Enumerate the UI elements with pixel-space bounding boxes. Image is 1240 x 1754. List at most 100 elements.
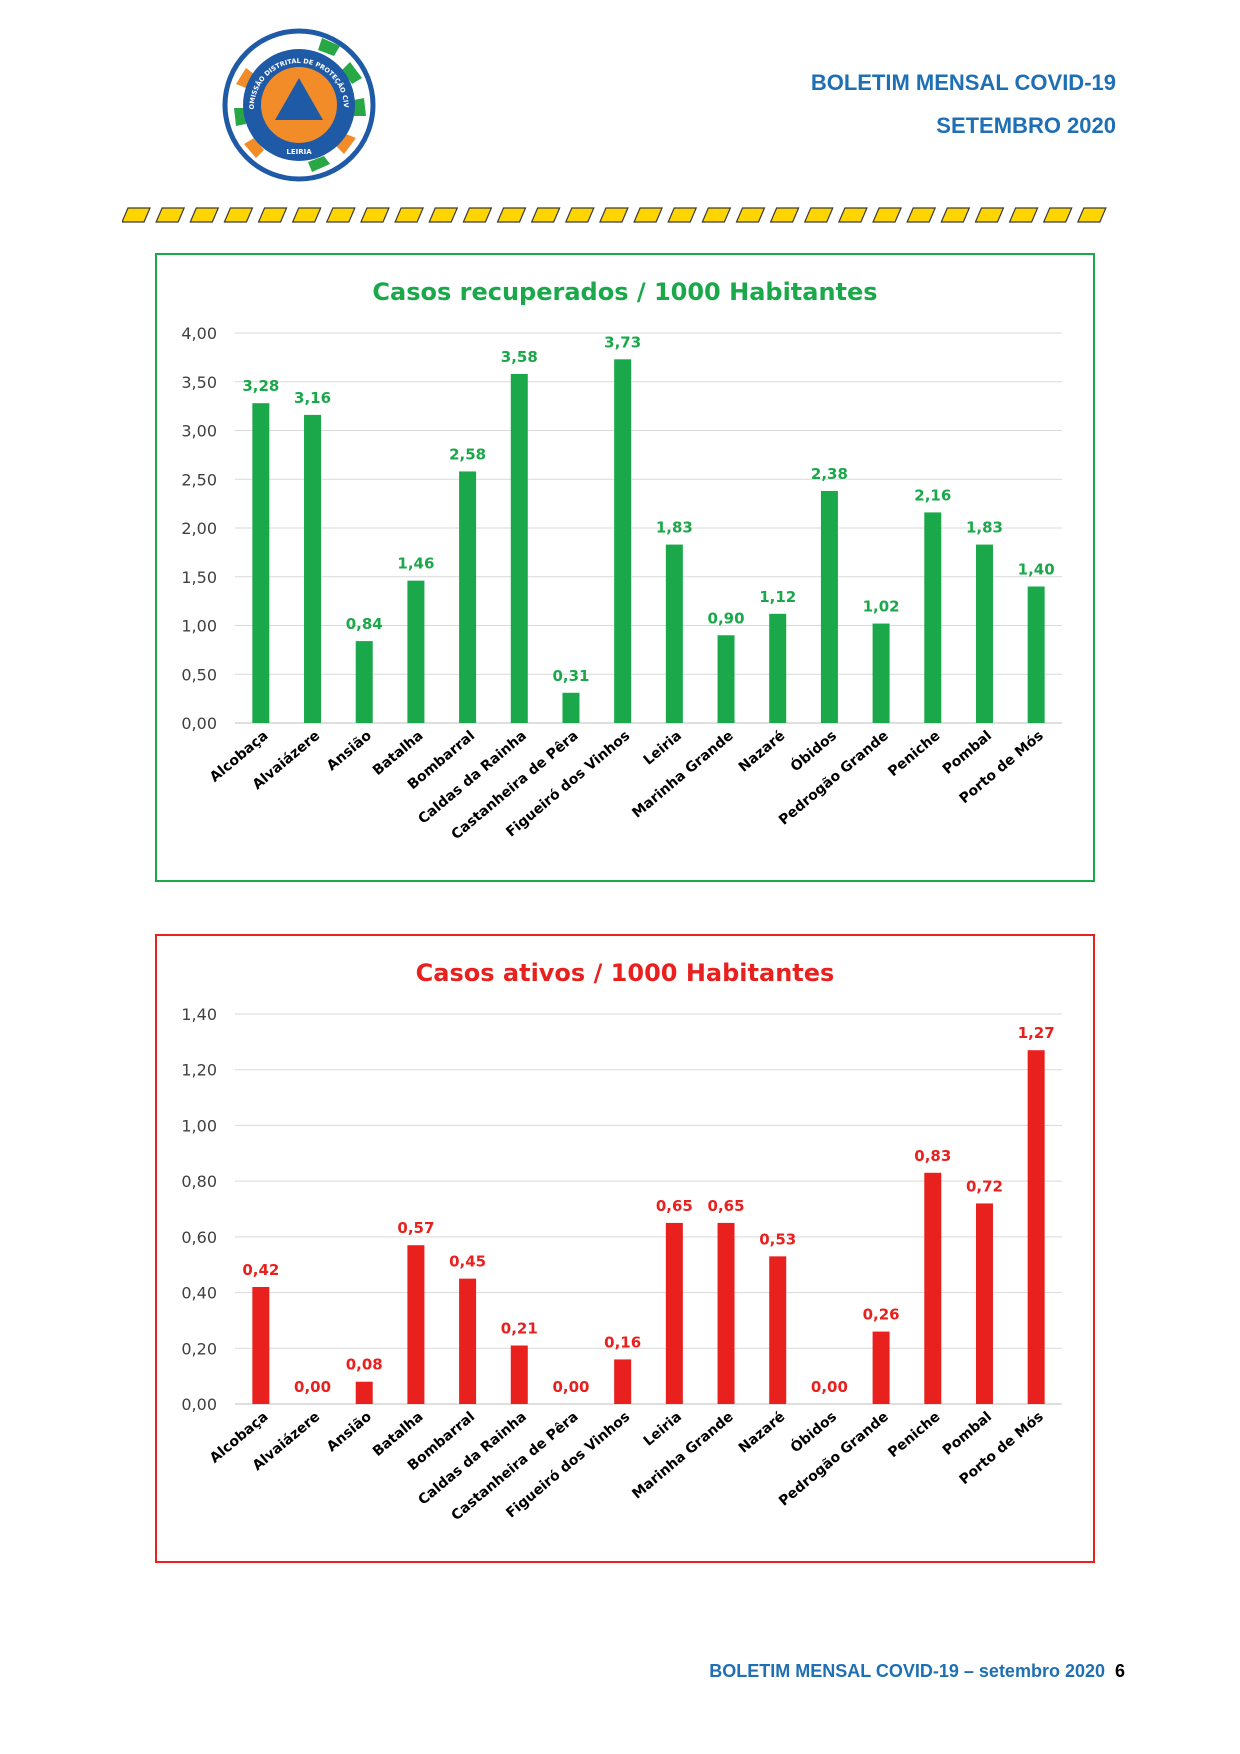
stripe-segment [360,207,390,223]
y-tick-label: 1,20 [181,1061,217,1080]
x-category-label: Peniche [885,728,943,780]
bar-value-label: 1,12 [759,588,796,606]
x-category-label: Ansião [324,1409,375,1456]
x-category-label: Marinha Grande [629,728,736,822]
bar-value-label: 0,16 [604,1333,641,1351]
stripe-segment [394,207,425,223]
y-tick-label: 0,20 [181,1339,217,1358]
y-tick-label: 3,00 [181,422,217,441]
bar [924,512,942,723]
bar-value-label: 2,38 [811,465,848,483]
bar [1027,586,1045,723]
chart-title: Casos ativos / 1000 Habitantes [416,959,835,987]
bar [975,544,993,723]
y-tick-label: 1,50 [181,568,217,587]
bar-value-label: 0,00 [552,1378,589,1396]
y-tick-label: 4,00 [181,324,217,343]
bar [872,1331,890,1404]
bar [252,403,270,723]
bar-value-label: 0,90 [708,609,745,627]
stripe-segment [872,207,902,223]
bar-value-label: 0,53 [759,1230,796,1248]
x-category-label: Ansião [324,728,375,775]
stripe-segment [155,207,186,223]
stripe-segment [1008,207,1039,223]
bar-value-label: 1,02 [863,598,900,616]
active-cases-chart: Casos ativos / 1000 Habitantes 0,00 0,20 0,… [181,959,1062,1524]
bar [665,544,683,723]
bar-value-label: 3,73 [604,333,641,351]
stripe-segment [701,207,732,223]
bar [717,1222,735,1404]
bar [562,692,580,723]
footer-text: BOLETIM MENSAL COVID-19 – setembro 2020 [709,1661,1105,1681]
bar-value-label: 1,83 [966,519,1003,537]
stripe-segment [325,207,356,223]
bar-value-label: 0,65 [708,1197,745,1215]
bar-value-label: 0,57 [397,1219,434,1237]
x-category-label: Nazaré [736,1409,789,1457]
y-tick-label: 2,00 [181,519,217,538]
page-number: 6 [1115,1661,1126,1681]
bar [820,490,838,723]
bar-value-label: 0,42 [242,1261,279,1279]
stripe-segment [223,207,254,223]
y-tick-label: 0,00 [181,1395,217,1414]
y-tick-label: 0,80 [181,1172,217,1191]
bar [924,1172,942,1404]
stripe-segment [974,207,1005,223]
y-tick-label: 1,40 [181,1005,217,1024]
bar [717,635,735,723]
y-tick-label: 0,50 [181,665,217,684]
recovered-cases-chart: Casos recuperados / 1000 Habitantes 0,00 0… [181,278,1062,843]
bar [872,623,890,723]
bar-value-label: 3,28 [242,377,279,395]
bar-value-label: 0,00 [294,1378,331,1396]
stripe-segment [291,207,322,223]
bar-value-label: 2,16 [914,486,951,504]
bar [407,1245,425,1404]
bar [510,373,528,723]
bar-value-label: 1,40 [1018,561,1055,579]
y-tick-label: 3,50 [181,373,217,392]
bar-value-label: 0,65 [656,1197,693,1215]
stripe-segment [940,207,971,223]
y-tick-label: 0,60 [181,1228,217,1247]
stripe-segment [599,207,629,223]
stripe-segment [803,207,834,223]
stripe-segment [1076,207,1107,223]
bar [407,580,425,723]
y-tick-label: 0,00 [181,714,217,733]
bar [459,471,477,723]
active-chart-frame: Casos ativos / 1000 Habitantes 0,00 0,20 0,… [155,934,1095,1563]
stripe-segment [530,207,561,223]
stripe-segment [837,207,868,223]
bar [355,641,373,723]
stripe-segment [769,207,800,223]
bar-value-label: 1,27 [1018,1024,1055,1042]
bar-value-label: 0,72 [966,1177,1003,1195]
bar-value-label: 2,58 [449,445,486,463]
stripe-segment [735,207,766,223]
bar-value-label: 0,26 [863,1306,900,1324]
bar-value-label: 0,83 [914,1147,951,1165]
stripe-segment [189,207,220,223]
x-category-label: Óbidos [787,1407,840,1456]
decorative-stripe-band [122,207,1107,223]
bar-value-label: 0,45 [449,1253,486,1271]
bar-value-label: 0,31 [552,667,589,685]
bar [614,359,632,723]
bar [1027,1050,1045,1404]
bar-value-label: 3,16 [294,389,331,407]
recovered-chart-frame: Casos recuperados / 1000 Habitantes 0,00 0… [155,253,1095,882]
bar [975,1203,993,1404]
stripe-segment [122,207,151,223]
x-category-label: Marinha Grande [629,1409,736,1503]
y-tick-label: 2,50 [181,470,217,489]
bar [510,1345,528,1404]
bar-value-label: 1,83 [656,519,693,537]
bar [614,1359,632,1404]
x-category-label: Nazaré [736,728,789,776]
bar-value-label: 0,21 [501,1320,538,1338]
y-tick-label: 1,00 [181,617,217,636]
